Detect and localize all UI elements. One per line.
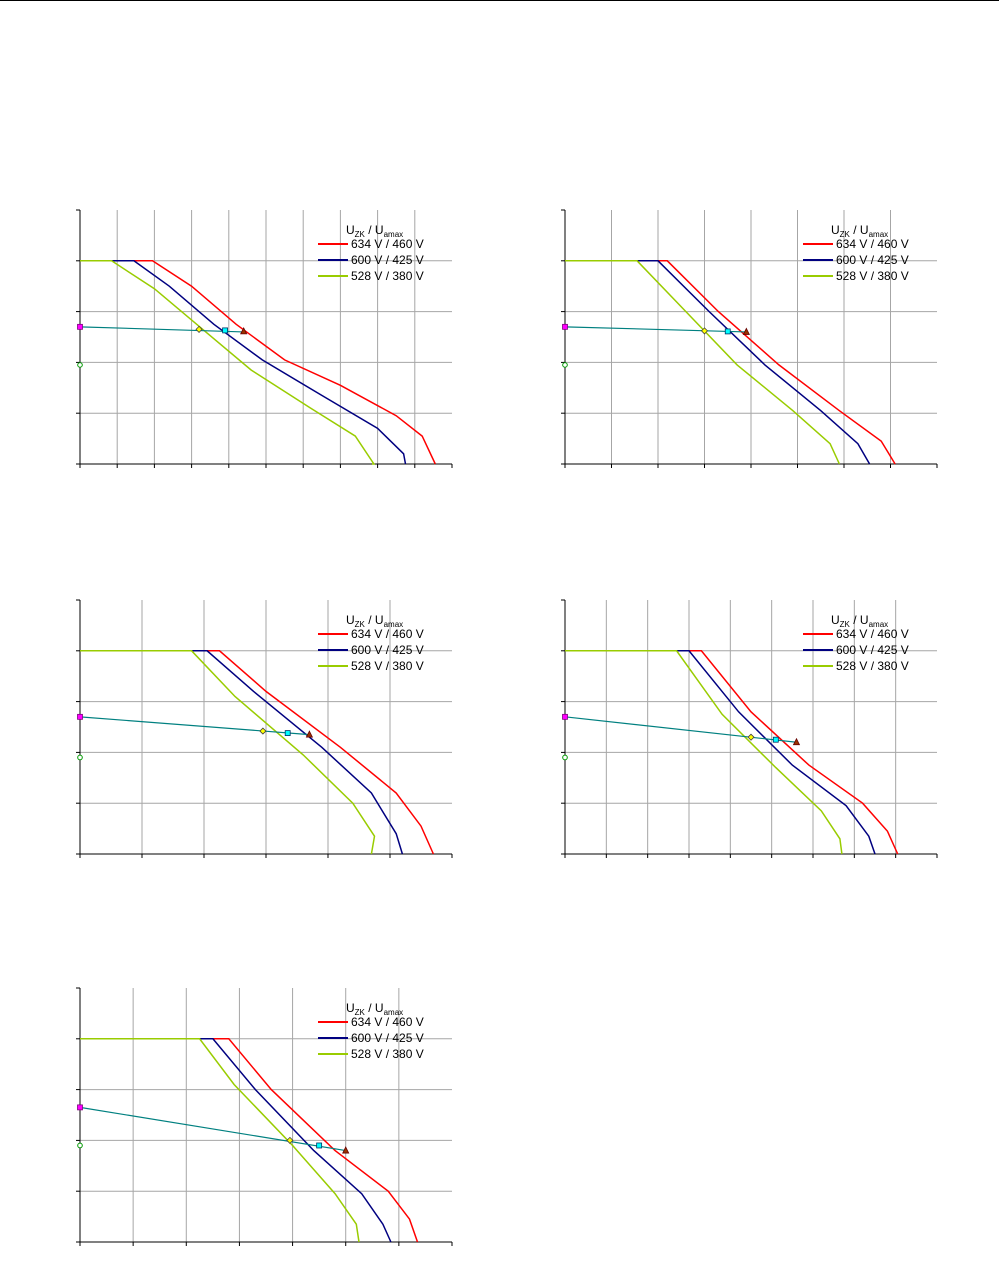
series-line-2 xyxy=(565,260,871,465)
legend-label-1: 634 V / 460 V xyxy=(351,1015,424,1029)
legend-label-3: 528 V / 380 V xyxy=(351,269,424,283)
legend-title-part-3: / xyxy=(850,223,860,237)
operating-point-600 xyxy=(316,1142,323,1149)
legend-title-part-1: U xyxy=(346,613,355,627)
legend-label-1: 634 V / 460 V xyxy=(351,627,424,641)
legend-label-2: 600 V / 425 V xyxy=(351,253,424,267)
plot-area xyxy=(565,600,937,854)
reference-point-marker xyxy=(562,362,568,368)
series-line-3 xyxy=(80,1038,360,1243)
operating-point-600 xyxy=(772,736,779,743)
legend-title-part-1: U xyxy=(831,613,840,627)
operating-point-528 xyxy=(747,733,755,741)
legend-title: UZK / Uamax xyxy=(346,613,403,629)
load-line xyxy=(564,326,747,333)
legend-label-3: 528 V / 380 V xyxy=(836,659,909,673)
operating-point-634 xyxy=(240,327,248,335)
operating-point-528 xyxy=(700,327,709,335)
series-line-3 xyxy=(565,650,843,855)
legend-title-part-2: ZK xyxy=(355,1008,366,1017)
legend-title-part-4: U xyxy=(375,613,384,627)
operating-point-634 xyxy=(342,1146,350,1154)
legend-title-part-3: / xyxy=(850,613,860,627)
load-line xyxy=(564,716,797,743)
load-start-marker xyxy=(562,713,568,720)
load-line xyxy=(79,716,310,736)
legend-title-part-4: U xyxy=(375,1001,384,1015)
series-line-3 xyxy=(80,650,376,855)
operating-point-528 xyxy=(286,1136,294,1144)
series-line-2 xyxy=(565,650,876,855)
series-line-1 xyxy=(565,260,896,465)
series-line-2 xyxy=(80,650,404,855)
legend-label-2: 600 V / 425 V xyxy=(836,643,909,657)
legend-title-part-3: / xyxy=(365,1001,375,1015)
series-line-1 xyxy=(80,650,435,855)
legend-title-part-4: U xyxy=(860,613,869,627)
page-top-rule xyxy=(0,0,999,1)
load-start-marker xyxy=(77,713,83,720)
legend-title-part-1: U xyxy=(346,223,355,237)
legend-title-part-5: amax xyxy=(384,620,404,629)
reference-point-marker xyxy=(562,754,568,761)
legend-title: UZK / Uamax xyxy=(346,1001,403,1017)
plot-area xyxy=(80,988,452,1242)
legend-title-part-5: amax xyxy=(384,1008,404,1017)
legend-title-part-1: U xyxy=(831,223,840,237)
legend-title-part-2: ZK xyxy=(840,620,851,629)
load-start-marker xyxy=(77,323,83,330)
series-line-3 xyxy=(80,260,376,465)
legend-title: UZK / Uamax xyxy=(346,223,403,239)
operating-point-528 xyxy=(195,325,203,333)
legend-title: UZK / Uamax xyxy=(831,613,888,629)
legend-label-3: 528 V / 380 V xyxy=(351,1047,424,1061)
legend-title-part-5: amax xyxy=(384,230,404,239)
legend-title-part-2: ZK xyxy=(355,620,366,629)
legend-label-3: 528 V / 380 V xyxy=(351,659,424,673)
reference-point-marker xyxy=(77,1142,83,1149)
legend-title-part-5: amax xyxy=(869,620,889,629)
legend-label-2: 600 V / 425 V xyxy=(351,643,424,657)
legend-title-part-4: U xyxy=(375,223,384,237)
load-line xyxy=(79,1106,346,1152)
operating-point-634 xyxy=(792,737,801,746)
load-start-marker xyxy=(562,323,568,330)
legend-title-part-2: ZK xyxy=(840,230,851,239)
series-line-2 xyxy=(80,1038,392,1243)
load-line xyxy=(79,326,244,333)
operating-point-634 xyxy=(305,730,314,738)
reference-point-marker xyxy=(77,362,83,368)
legend-title-part-2: ZK xyxy=(355,230,366,239)
legend-title-part-3: / xyxy=(365,613,375,627)
operating-point-600 xyxy=(222,327,228,334)
legend-label-1: 634 V / 460 V xyxy=(836,237,909,251)
operating-point-528 xyxy=(259,727,267,735)
legend-title-part-4: U xyxy=(860,223,869,237)
series-line-2 xyxy=(80,260,407,465)
series-line-1 xyxy=(565,650,899,855)
operating-point-600 xyxy=(724,328,731,335)
legend-label-1: 634 V / 460 V xyxy=(836,627,909,641)
legend-title-part-3: / xyxy=(365,223,375,237)
legend-label-3: 528 V / 380 V xyxy=(836,269,909,283)
series-line-3 xyxy=(565,260,841,465)
reference-point-marker xyxy=(77,754,83,761)
legend-title-part-5: amax xyxy=(869,230,889,239)
series-line-1 xyxy=(80,260,436,465)
operating-point-600 xyxy=(284,730,291,736)
load-start-marker xyxy=(77,1104,83,1111)
legend-title: UZK / Uamax xyxy=(831,223,888,239)
legend-label-2: 600 V / 425 V xyxy=(351,1031,424,1045)
legend-label-2: 600 V / 425 V xyxy=(836,253,909,267)
operating-point-634 xyxy=(742,327,750,335)
legend-title-part-1: U xyxy=(346,1001,355,1015)
legend-label-1: 634 V / 460 V xyxy=(351,237,424,251)
series-line-1 xyxy=(80,1038,419,1243)
